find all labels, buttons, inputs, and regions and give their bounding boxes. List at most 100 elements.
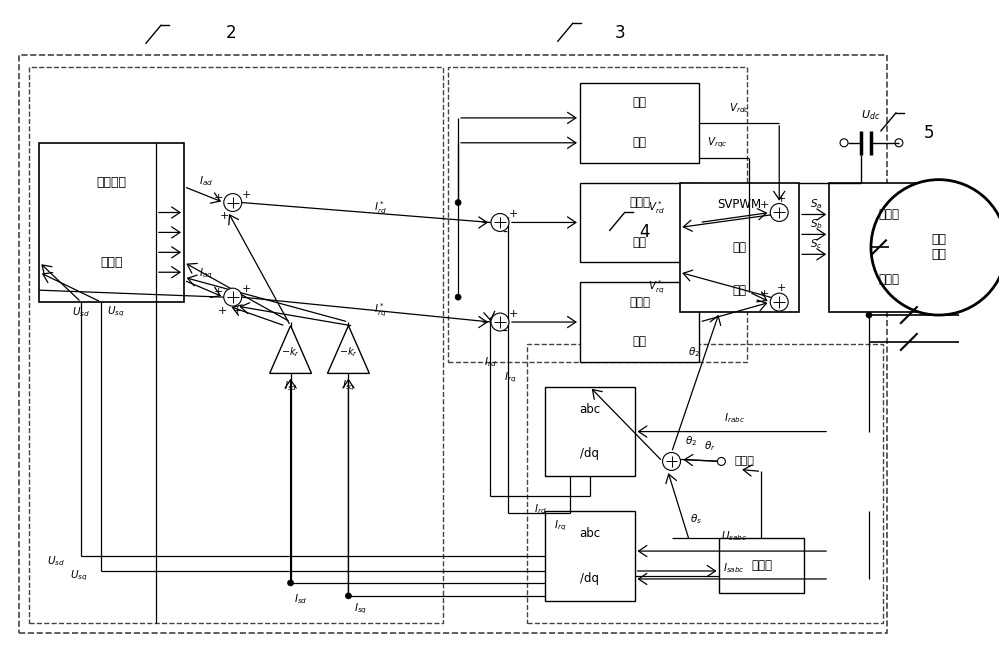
- Text: $\theta_s$: $\theta_s$: [690, 512, 702, 526]
- Bar: [545, 387, 635, 477]
- Text: $U_{dc}$: $U_{dc}$: [861, 108, 881, 122]
- Bar: [545, 511, 635, 601]
- Text: $I_{sq}$: $I_{sq}$: [342, 379, 355, 393]
- Text: +: +: [214, 193, 223, 203]
- Text: $\theta_2$: $\theta_2$: [688, 345, 701, 359]
- Text: 锁相环: 锁相环: [751, 559, 772, 572]
- Text: 单元: 单元: [633, 136, 647, 150]
- Text: 模块: 模块: [732, 284, 746, 297]
- Text: $\theta_r$: $\theta_r$: [704, 440, 715, 453]
- Bar: [39, 143, 184, 302]
- Text: SVPWM: SVPWM: [717, 198, 761, 211]
- Text: 前馈: 前馈: [633, 97, 647, 109]
- Text: $S_c$: $S_c$: [810, 238, 822, 252]
- Text: $U_{sd}$: $U_{sd}$: [72, 305, 90, 319]
- Circle shape: [840, 139, 848, 147]
- Text: +: +: [760, 289, 769, 299]
- Circle shape: [770, 293, 788, 311]
- Circle shape: [345, 593, 351, 599]
- Text: $I_{sd}$: $I_{sd}$: [294, 592, 307, 606]
- Text: $I_{sabc}$: $I_{sabc}$: [723, 561, 745, 575]
- Text: 4: 4: [639, 223, 650, 242]
- Circle shape: [224, 288, 242, 306]
- Text: +: +: [220, 211, 229, 222]
- Text: $I_{sd}$: $I_{sd}$: [284, 379, 297, 393]
- Bar: [527, 344, 883, 623]
- Bar: [719, 538, 804, 593]
- Text: $U_{sabc}$: $U_{sabc}$: [721, 529, 748, 543]
- Text: $\theta_2$: $\theta_2$: [685, 435, 698, 448]
- Text: 5: 5: [924, 124, 934, 142]
- Circle shape: [288, 580, 294, 586]
- Text: 3: 3: [614, 24, 625, 42]
- Bar: [680, 183, 799, 312]
- Bar: [29, 67, 443, 623]
- Text: abc: abc: [579, 527, 600, 540]
- Text: 第二控: 第二控: [629, 296, 650, 308]
- Text: 调制: 调制: [732, 241, 746, 254]
- Text: /dq: /dq: [580, 572, 599, 585]
- Text: $I_{rabc}$: $I_{rabc}$: [724, 410, 745, 424]
- Text: $S_b$: $S_b$: [810, 218, 823, 231]
- Text: +: +: [242, 189, 251, 199]
- Bar: [829, 183, 949, 312]
- Text: +: +: [509, 309, 519, 319]
- Circle shape: [491, 313, 509, 331]
- Text: $U_{sd}$: $U_{sd}$: [47, 554, 65, 568]
- Circle shape: [663, 453, 680, 471]
- Circle shape: [491, 214, 509, 232]
- Text: $I_{aq}$: $I_{aq}$: [199, 267, 213, 281]
- Circle shape: [871, 179, 1000, 315]
- Circle shape: [895, 139, 903, 147]
- Circle shape: [866, 312, 872, 318]
- Text: +: +: [214, 287, 223, 297]
- Bar: [19, 55, 887, 633]
- Text: +: +: [777, 193, 786, 203]
- Text: $U_{sq}$: $U_{sq}$: [70, 569, 88, 583]
- Circle shape: [455, 199, 461, 205]
- Text: 制器: 制器: [633, 336, 647, 348]
- Text: -: -: [503, 226, 507, 240]
- Text: $I_{rq}$: $I_{rq}$: [554, 519, 566, 534]
- Text: /dq: /dq: [580, 448, 599, 461]
- Bar: [580, 83, 699, 163]
- Text: 第一控: 第一控: [629, 196, 650, 209]
- Text: $V_{rdc}$: $V_{rdc}$: [729, 101, 750, 115]
- Text: $S_a$: $S_a$: [810, 198, 822, 211]
- Circle shape: [770, 203, 788, 222]
- Text: +: +: [242, 284, 251, 294]
- Text: +: +: [509, 209, 519, 220]
- Text: 转子侧: 转子侧: [878, 209, 899, 222]
- Bar: [580, 282, 699, 362]
- Text: +: +: [218, 306, 227, 316]
- Text: 双馈
电机: 双馈 电机: [931, 233, 946, 261]
- Text: $I_{sq}$: $I_{sq}$: [354, 602, 367, 616]
- Text: 补偿量计: 补偿量计: [97, 176, 127, 189]
- Text: 编码器: 编码器: [734, 457, 754, 467]
- Text: 2: 2: [225, 24, 236, 42]
- Circle shape: [224, 193, 242, 211]
- Text: $I_{rd}$: $I_{rd}$: [484, 355, 496, 369]
- Text: $I^*_{rq}$: $I^*_{rq}$: [374, 301, 387, 319]
- Text: $I^*_{rd}$: $I^*_{rd}$: [374, 199, 387, 216]
- Circle shape: [717, 457, 725, 465]
- Text: $V^*_{rd}$: $V^*_{rd}$: [648, 199, 665, 216]
- Text: 制器: 制器: [633, 236, 647, 249]
- Text: +: +: [233, 306, 242, 316]
- Text: $U_{sq}$: $U_{sq}$: [107, 305, 125, 319]
- Bar: [448, 67, 747, 362]
- Text: $V_{rqc}$: $V_{rqc}$: [707, 136, 728, 150]
- Polygon shape: [270, 326, 312, 373]
- Text: $-k_r$: $-k_r$: [339, 345, 358, 359]
- Polygon shape: [327, 326, 369, 373]
- Text: abc: abc: [579, 402, 600, 416]
- Text: $I_{ad}$: $I_{ad}$: [199, 173, 213, 187]
- Text: +: +: [777, 283, 786, 293]
- Text: $V^*_{rq}$: $V^*_{rq}$: [648, 279, 665, 296]
- Text: $-k_r$: $-k_r$: [281, 345, 300, 359]
- Text: 算单元: 算单元: [100, 256, 123, 269]
- Text: 变流器: 变流器: [878, 273, 899, 286]
- Circle shape: [455, 294, 461, 300]
- Text: $I_{rq}$: $I_{rq}$: [504, 371, 516, 385]
- Text: -: -: [503, 325, 507, 339]
